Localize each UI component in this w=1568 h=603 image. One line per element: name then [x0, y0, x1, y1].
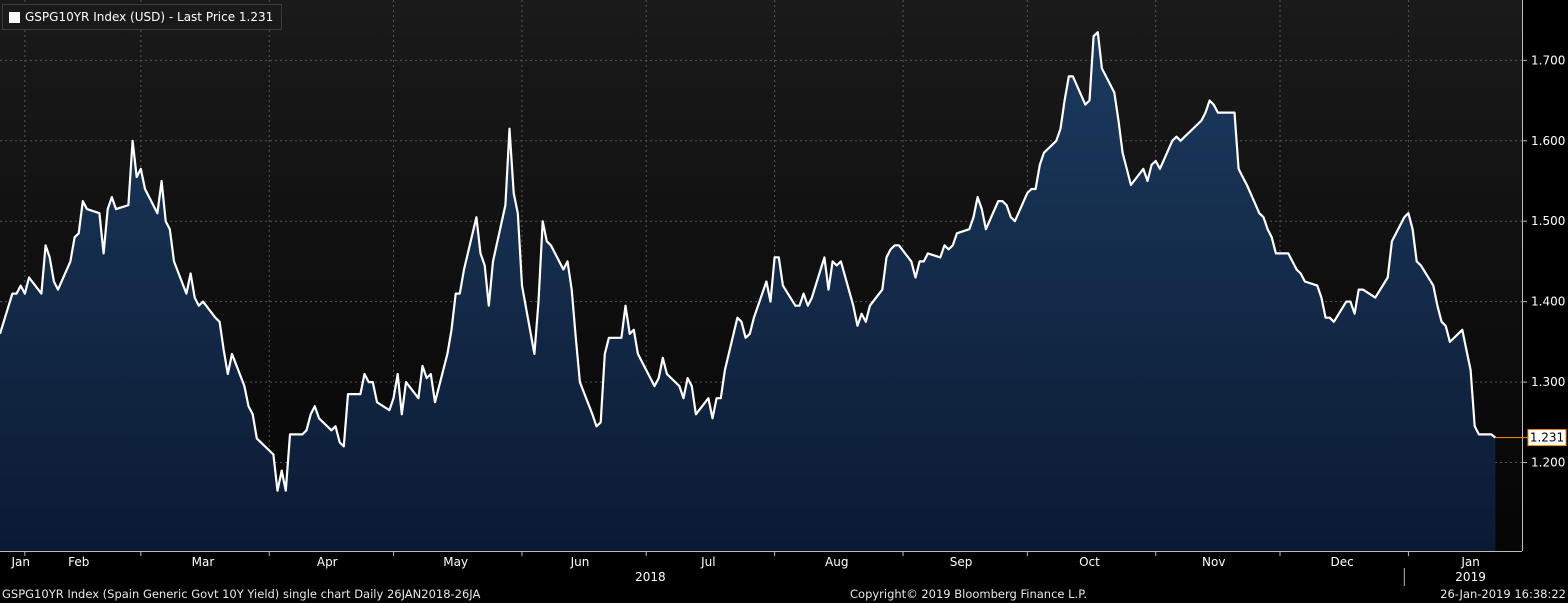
x-year-label: 2019 [1455, 570, 1486, 584]
x-tick-label: Dec [1331, 555, 1354, 569]
x-year-label: 2018 [635, 570, 666, 584]
x-tick-label: May [443, 555, 468, 569]
x-tick-label: Sep [950, 555, 973, 569]
x-tick-label: Jan [10, 555, 30, 569]
y-tick-label: 1.700 [1531, 53, 1565, 67]
y-tick-label: 1.500 [1531, 214, 1565, 228]
x-tick-label: Mar [192, 555, 215, 569]
timestamp: 26-Jan-2019 16:38:22 [1440, 587, 1566, 601]
x-tick-label: Jun [570, 555, 590, 569]
x-tick-label: Feb [68, 555, 89, 569]
legend-text: GSPG10YR Index (USD) - Last Price 1.231 [25, 10, 274, 24]
y-tick-label: 1.200 [1531, 456, 1565, 470]
x-tick-label: Apr [317, 555, 338, 569]
y-tick-label: 1.400 [1531, 295, 1565, 309]
y-tick-label: 1.300 [1531, 375, 1565, 389]
x-tick-label: Nov [1202, 555, 1225, 569]
last-price-label: 1.231 [1530, 431, 1564, 445]
series-area [0, 32, 1496, 551]
series-line [0, 31, 1497, 492]
y-axis-ticks: 1.200 1.300 1.400 1.500 1.600 1.700 [1522, 53, 1565, 470]
chart-legend: GSPG10YR Index (USD) - Last Price 1.231 [2, 4, 283, 30]
x-tick-label: Oct [1079, 555, 1100, 569]
last-price-box [1527, 429, 1567, 447]
y-tick-label: 1.600 [1531, 134, 1565, 148]
legend-swatch [9, 11, 20, 23]
last-price-marker: 1.231 [1495, 429, 1567, 447]
x-axis-ticks: Jan Feb Mar Apr May Jun Jul Aug Sep Oct Nov Dec Jan2… [10, 551, 1486, 586]
chart-description: GSPG10YR Index (Spain Generic Govt 10Y Y… [2, 587, 481, 601]
x-tick-label: Jan [1460, 555, 1480, 569]
copyright-text: Copyright© 2019 Bloomberg Finance L.P. [850, 587, 1087, 601]
x-tick-label: Aug [825, 555, 848, 569]
x-tick-label: Jul [700, 555, 715, 569]
